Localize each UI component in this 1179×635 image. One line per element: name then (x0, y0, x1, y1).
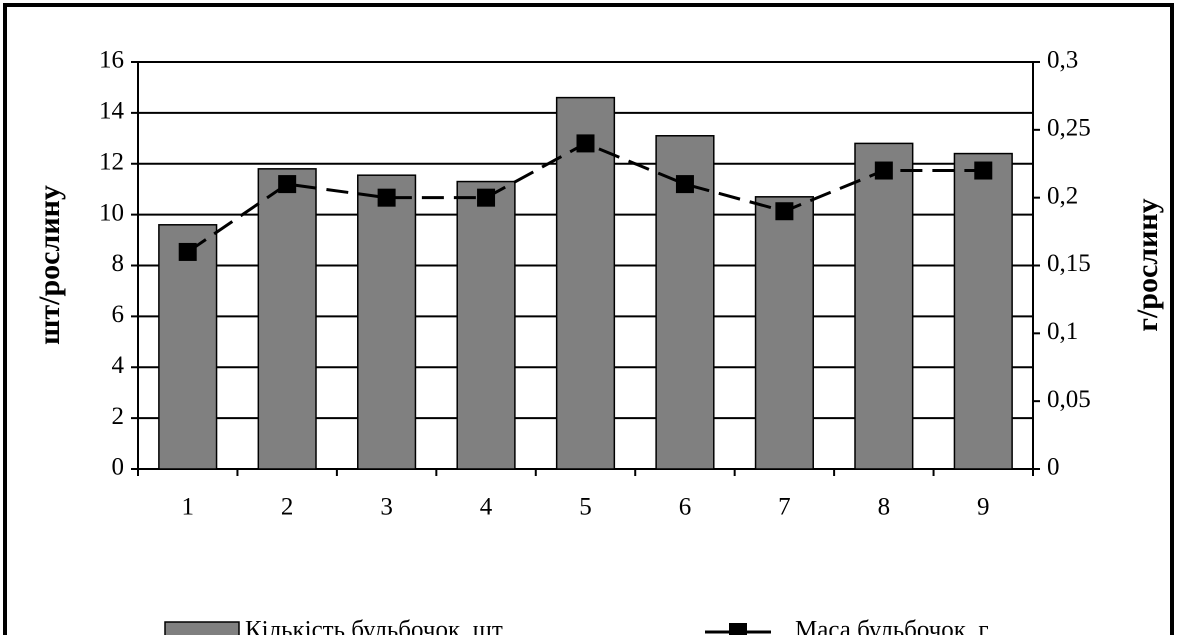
bar (754, 196, 814, 470)
frame (3, 3, 1174, 635)
y2-tick-label: 0 (1047, 454, 1060, 481)
bar (854, 142, 914, 470)
legend-marker (729, 623, 747, 635)
x-tick-label: 2 (281, 494, 294, 521)
bar (357, 174, 417, 470)
x-tick-label: 8 (878, 494, 891, 521)
legend-swatch (164, 621, 240, 635)
y2-tick-label: 0,15 (1047, 250, 1091, 277)
line-marker (278, 175, 297, 194)
y2-axis-title: г/рослину (1131, 198, 1164, 331)
line-marker (576, 134, 595, 153)
line-marker (377, 188, 396, 207)
bar (257, 168, 317, 470)
y-axis-title: шт/рослину (33, 185, 66, 345)
y-tick-label: 6 (112, 301, 125, 328)
y-tick-label: 0 (112, 454, 125, 481)
line-marker (477, 188, 496, 207)
y2-tick-label: 0,25 (1047, 115, 1091, 142)
bar (456, 180, 516, 470)
line-marker (874, 161, 893, 180)
y-tick-label: 16 (99, 47, 124, 74)
y-tick-label: 12 (99, 148, 124, 175)
line-marker (178, 242, 197, 261)
x-tick-label: 6 (679, 494, 692, 521)
legend-label: Кількість бульбочок, шт (245, 617, 503, 635)
bar (953, 152, 1013, 470)
y-tick-label: 8 (112, 250, 125, 277)
x-tick-label: 1 (181, 494, 194, 521)
x-tick-label: 4 (480, 494, 493, 521)
line-marker (775, 202, 794, 221)
y-tick-label: 2 (112, 403, 125, 430)
y2-tick-label: 0,1 (1047, 318, 1078, 345)
y-tick-label: 14 (99, 98, 125, 125)
x-tick-label: 3 (380, 494, 393, 521)
legend-label: Маса бульбочок, г (795, 617, 989, 635)
y2-tick-label: 0,05 (1047, 386, 1091, 413)
y2-tick-label: 0,3 (1047, 47, 1078, 74)
y-tick-label: 10 (99, 199, 124, 226)
line-marker (675, 175, 694, 194)
bar (555, 96, 616, 470)
x-tick-label: 5 (579, 494, 592, 521)
y-tick-label: 4 (112, 352, 125, 379)
bar (158, 224, 218, 470)
line-marker (974, 161, 993, 180)
x-tick-label: 9 (977, 494, 990, 521)
y2-tick-label: 0,2 (1047, 182, 1078, 209)
x-tick-label: 7 (778, 494, 791, 521)
